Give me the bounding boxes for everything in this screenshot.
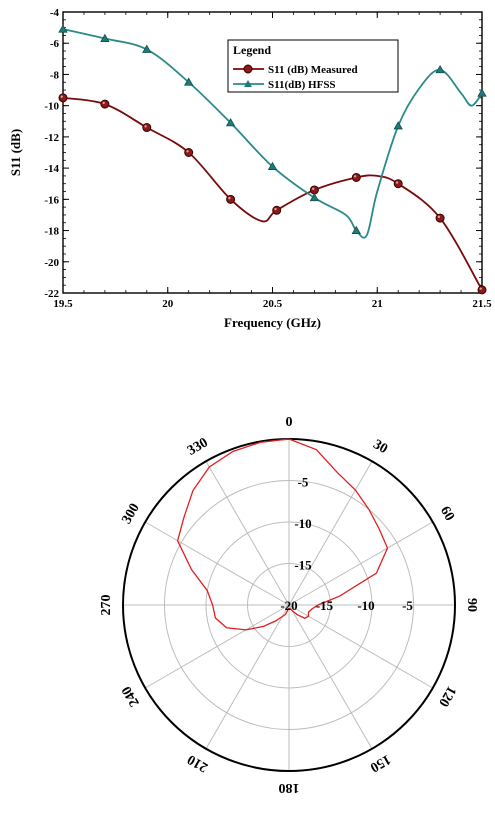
data-point-highlight [312, 187, 315, 190]
polar-angle-label: 240 [119, 683, 142, 709]
data-point-measured [100, 99, 110, 109]
data-point-hfss [100, 33, 110, 42]
polar-spoke [288, 460, 373, 606]
legend-title: Legend [233, 43, 271, 57]
data-point-highlight [437, 215, 441, 219]
data-point-measured [142, 123, 152, 133]
polar-spoke [205, 604, 290, 750]
x-tick-label: 20.5 [263, 298, 283, 310]
polar-radial-label-top: -10 [294, 516, 311, 531]
data-point-highlight [102, 101, 105, 105]
y-tick-label: -10 [44, 101, 59, 113]
y-tick-label: -4 [50, 7, 60, 19]
polar-spoke [288, 604, 434, 689]
data-point-hfss [225, 118, 236, 127]
radiation-pattern-line [176, 438, 389, 631]
y-tick-label: -6 [50, 38, 60, 50]
polar-radial-label: -20 [280, 598, 297, 613]
polar-radial-label: -15 [316, 598, 334, 613]
polar-radial-label-top: -15 [294, 558, 312, 573]
data-point-measured [226, 194, 236, 204]
x-tick-label: 21 [372, 298, 383, 310]
polar-angle-label: 180 [279, 780, 300, 795]
polar-angle-label: 60 [437, 504, 457, 524]
data-point-highlight [60, 95, 63, 98]
x-tick-label: 21.5 [472, 298, 492, 310]
x-tick-label: 20 [162, 298, 174, 310]
x-tick-label: 19.5 [53, 298, 73, 310]
y-tick-label: -12 [44, 132, 59, 144]
data-point-hfss [393, 121, 403, 130]
polar-angle-label: 0 [286, 415, 293, 430]
polar-radial-label: -5 [402, 598, 413, 613]
data-point-hfss [58, 24, 68, 33]
x-axis-label: Frequency (GHz) [224, 315, 321, 330]
y-tick-label: -18 [44, 226, 59, 238]
polar-spoke [144, 521, 290, 606]
polar-spoke [288, 521, 434, 606]
legend: Legend S11 (dB) Measured S11(dB) HFSS [227, 39, 399, 93]
series-layer [58, 24, 487, 295]
data-point-highlight [395, 181, 399, 184]
y-tick-label: -22 [44, 288, 59, 300]
data-point-highlight [274, 207, 277, 211]
data-point-measured [393, 179, 403, 189]
polar-angle-label: 330 [185, 435, 211, 458]
legend-entry-label: S11(dB) HFSS [268, 79, 336, 91]
data-point-measured [477, 285, 487, 295]
legend-items: S11 (dB) Measured S11(dB) HFSS [233, 64, 358, 91]
polar-chart: -20 -15 -10 -5 -5 -10 -15 0 30 60 90 120 150 180 210 24… [99, 415, 479, 795]
polar-radial-label: -10 [357, 598, 374, 613]
data-point-hfss [267, 161, 278, 170]
data-point-hfss [142, 44, 152, 53]
data-point-highlight [353, 175, 357, 178]
polar-angle-label: 210 [185, 751, 211, 774]
y-tick-label: -8 [50, 69, 60, 81]
data-point-highlight [144, 125, 147, 128]
legend-marker-triangle [244, 80, 252, 87]
y-tick-label: -16 [44, 194, 59, 206]
polar-angle-label: 120 [435, 683, 458, 709]
data-point-hfss [184, 77, 194, 86]
data-point-highlight [228, 196, 231, 200]
data-point-hfss [435, 64, 445, 74]
polar-angle-label: 150 [367, 751, 393, 774]
y-tick-label: -14 [44, 163, 59, 175]
polar-radial-label-top: -5 [298, 475, 309, 490]
y-tick-label: -20 [44, 257, 59, 269]
y-axis-label: S11 (dB) [8, 129, 23, 176]
data-point-measured [184, 148, 194, 157]
tick-labels: 19.5 20 20.5 21 21.5 -4 -6 -8 -10 -12 -14 -16 -18 -20… [44, 7, 492, 310]
data-point-measured [435, 213, 445, 223]
s11-chart: 19.5 20 20.5 21 21.5 -4 -6 -8 -10 -12 -14 -16 -18 -20… [8, 7, 492, 330]
data-point-measured [309, 185, 319, 195]
data-point-hfss [477, 88, 487, 97]
data-point-measured [351, 172, 361, 182]
legend-marker-circle [243, 64, 253, 74]
polar-spoke [144, 604, 290, 689]
data-point-measured [272, 205, 282, 215]
axes [62, 11, 483, 294]
polar-spoke [205, 460, 290, 606]
polar-spoke [288, 604, 373, 750]
data-point-hfss [309, 192, 320, 202]
polar-angle-label: 90 [464, 598, 479, 612]
polar-angle-label: 300 [119, 501, 142, 527]
legend-entry-label: S11 (dB) Measured [268, 64, 358, 76]
data-point-highlight [479, 287, 482, 290]
data-point-hfss [351, 225, 361, 234]
polar-angle-label: 30 [370, 437, 390, 457]
polar-grid [122, 438, 456, 772]
polar-series-layer [176, 438, 389, 631]
series-line-measured [62, 96, 483, 291]
polar-angle-label: 270 [99, 595, 114, 616]
data-point-highlight [186, 150, 189, 153]
data-point-measured [58, 93, 68, 103]
